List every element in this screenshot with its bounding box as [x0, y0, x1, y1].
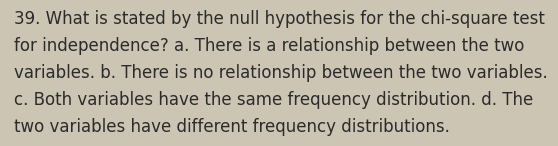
Text: 39. What is stated by the null hypothesis for the chi-square test: 39. What is stated by the null hypothesi… [14, 10, 545, 28]
Text: two variables have different frequency distributions.: two variables have different frequency d… [14, 118, 450, 136]
Text: c. Both variables have the same frequency distribution. d. The: c. Both variables have the same frequenc… [14, 91, 533, 109]
Text: for independence? a. There is a relationship between the two: for independence? a. There is a relation… [14, 37, 525, 55]
Text: variables. b. There is no relationship between the two variables.: variables. b. There is no relationship b… [14, 64, 548, 82]
